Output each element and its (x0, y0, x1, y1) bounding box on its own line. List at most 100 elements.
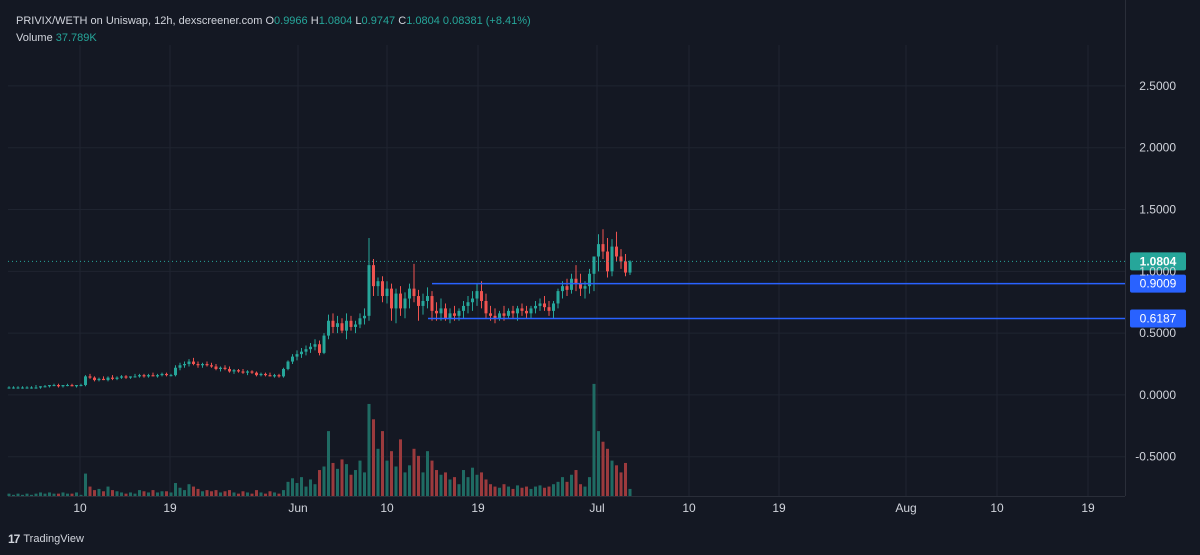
volume-bars (7, 383, 632, 496)
x-tick-label: Jul (589, 501, 604, 515)
candle-body (318, 344, 321, 353)
candle-body (219, 367, 222, 369)
candle-body (426, 296, 429, 301)
x-tick-label: 19 (471, 501, 485, 515)
candle-body (489, 313, 492, 316)
brand-name: TradingView (23, 533, 84, 545)
candle-body (336, 323, 339, 327)
volume-bar (322, 466, 326, 496)
candle-body (52, 385, 56, 387)
candle-body (129, 376, 132, 378)
candle-body (421, 300, 425, 306)
candle-body (205, 364, 209, 366)
volume-bar (579, 484, 582, 496)
candle-body (70, 385, 74, 387)
volume-bar (417, 455, 420, 496)
volume-bar (84, 473, 87, 496)
candle-body (538, 303, 542, 306)
candle-body (358, 318, 362, 325)
volume-label: Volume (16, 32, 53, 44)
volume-bar (264, 493, 267, 496)
candle-body (547, 307, 551, 311)
candle-body (601, 244, 605, 252)
candle-body (48, 385, 51, 387)
candle-body (403, 298, 407, 309)
candle-body (187, 361, 191, 365)
candle-body (579, 283, 582, 289)
time-axis[interactable]: 10 19 Jun 10 19 Jul 10 19 Aug 10 19 (8, 496, 1125, 516)
volume-bar (480, 472, 483, 496)
candle-body (525, 310, 528, 314)
candle-body (516, 308, 519, 314)
level-label: 0.9009 (1140, 277, 1177, 291)
candle-body (417, 296, 420, 306)
footer-brand[interactable]: 17 TradingView (8, 532, 84, 546)
volume-bar (592, 383, 596, 496)
x-tick-label: 10 (682, 501, 696, 515)
y-tick-label: 1.5000 (1139, 203, 1176, 217)
volume-bar (160, 491, 164, 496)
x-tick-label: Aug (895, 501, 916, 515)
horizontal-levels[interactable]: 1.0804 0.9009 0.6187 (8, 252, 1186, 328)
volume-bar (183, 490, 186, 496)
candle-body (277, 375, 281, 377)
volume-bar (75, 492, 78, 496)
volume-bar (300, 477, 303, 496)
volume-bar (25, 493, 29, 496)
volume-bar (372, 419, 375, 496)
candle-body (273, 375, 276, 377)
candle-body (520, 308, 524, 311)
candle-body (264, 373, 267, 376)
volume-bar (196, 488, 200, 496)
volume-bar (223, 491, 227, 496)
candle-body (25, 387, 29, 389)
volume-bar (61, 492, 65, 496)
candle-body (66, 385, 69, 387)
volume-bar (30, 494, 33, 496)
candle-body (498, 313, 501, 319)
volume-bar (547, 486, 551, 496)
candle-body (462, 305, 465, 311)
volume-bar (489, 484, 492, 496)
candle-body (300, 351, 303, 355)
candle-body (376, 281, 380, 287)
level-badge (1130, 309, 1186, 328)
volume-bar (556, 481, 560, 496)
volume-bar (255, 490, 258, 496)
close-value: 1.0804 (406, 15, 440, 27)
volume-bar (475, 474, 479, 496)
volume-bar (570, 474, 573, 496)
high-value: 1.0804 (318, 15, 353, 27)
volume-bar (79, 494, 83, 496)
candle-body (475, 291, 479, 299)
candle-body (228, 368, 231, 372)
volume-bar (88, 486, 92, 496)
volume-bar (133, 493, 137, 496)
candle-body (471, 298, 474, 303)
volume-bar (421, 472, 425, 496)
volume-bar (444, 472, 447, 496)
volume-bar (498, 487, 501, 496)
candle-body (79, 385, 83, 387)
price-axis[interactable]: 2.5000 2.0000 1.5000 1.0000 0.5000 0.0000 -0.5… (1125, 0, 1177, 496)
candle-body (241, 371, 245, 373)
volume-bar (187, 484, 191, 496)
volume-bar (52, 493, 56, 496)
volume-bar (538, 485, 542, 496)
candle-body (372, 265, 375, 287)
candle-body (268, 375, 272, 377)
volume-bar (534, 486, 537, 496)
volume-bar (169, 492, 173, 496)
candle-body (304, 349, 308, 352)
volume-bar (178, 487, 182, 496)
candle-body (399, 293, 402, 309)
volume-bar (624, 462, 627, 496)
candle-body (457, 310, 461, 316)
volume-bar (48, 492, 51, 496)
volume-bar (435, 470, 438, 496)
candle-body (174, 367, 177, 376)
volume-bar (511, 488, 515, 496)
candle-body (165, 373, 168, 376)
